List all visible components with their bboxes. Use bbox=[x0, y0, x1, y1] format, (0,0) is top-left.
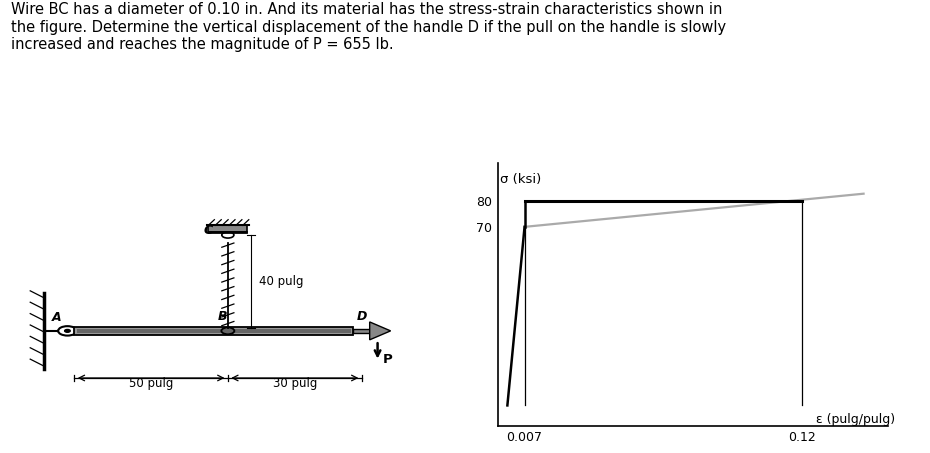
Circle shape bbox=[64, 329, 71, 333]
Text: 40 pulg: 40 pulg bbox=[259, 275, 304, 288]
Text: D: D bbox=[357, 310, 367, 323]
Text: A: A bbox=[52, 311, 61, 324]
Text: C: C bbox=[204, 224, 213, 237]
Text: 50 pulg: 50 pulg bbox=[129, 377, 173, 390]
Text: 30 pulg: 30 pulg bbox=[272, 377, 317, 390]
Text: B: B bbox=[218, 310, 227, 323]
FancyBboxPatch shape bbox=[208, 225, 247, 232]
Text: ε (pulg/pulg): ε (pulg/pulg) bbox=[817, 413, 896, 426]
Text: σ (ksi): σ (ksi) bbox=[500, 173, 541, 186]
Polygon shape bbox=[370, 322, 391, 340]
FancyBboxPatch shape bbox=[74, 327, 353, 335]
FancyBboxPatch shape bbox=[76, 328, 352, 333]
Text: Wire BC has a diameter of 0.10 in. And its material has the stress-strain charac: Wire BC has a diameter of 0.10 in. And i… bbox=[11, 2, 726, 52]
Text: P: P bbox=[383, 353, 392, 366]
FancyBboxPatch shape bbox=[353, 329, 370, 333]
